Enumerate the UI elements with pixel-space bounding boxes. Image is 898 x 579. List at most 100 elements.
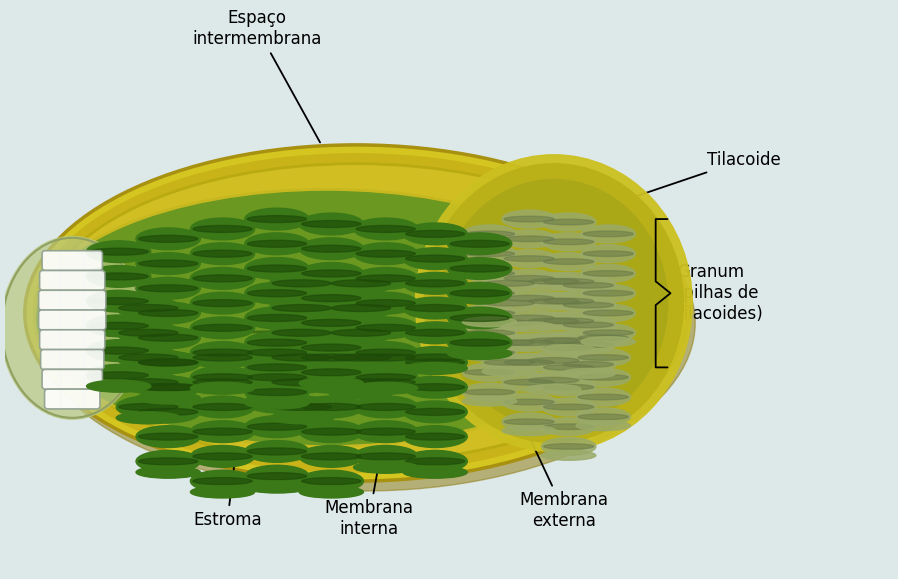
Ellipse shape — [403, 376, 467, 398]
Ellipse shape — [302, 270, 361, 277]
Ellipse shape — [502, 230, 556, 248]
Ellipse shape — [193, 324, 252, 331]
Ellipse shape — [269, 347, 334, 368]
Ellipse shape — [299, 421, 364, 442]
Ellipse shape — [543, 444, 594, 449]
Ellipse shape — [138, 260, 198, 267]
Ellipse shape — [561, 368, 616, 378]
Ellipse shape — [136, 277, 200, 299]
Ellipse shape — [247, 374, 306, 381]
Ellipse shape — [482, 294, 536, 312]
Ellipse shape — [581, 225, 636, 243]
Ellipse shape — [245, 342, 309, 364]
Ellipse shape — [299, 361, 364, 383]
Ellipse shape — [89, 248, 148, 255]
Ellipse shape — [245, 307, 309, 329]
Ellipse shape — [581, 337, 636, 347]
Ellipse shape — [464, 270, 515, 276]
Ellipse shape — [357, 225, 415, 232]
Ellipse shape — [541, 438, 596, 456]
Ellipse shape — [272, 280, 331, 287]
Ellipse shape — [190, 342, 255, 364]
Ellipse shape — [136, 426, 200, 448]
Text: Membrana
externa: Membrana externa — [519, 439, 608, 530]
Ellipse shape — [86, 340, 151, 361]
Ellipse shape — [357, 374, 415, 381]
Ellipse shape — [529, 298, 579, 304]
Ellipse shape — [190, 371, 255, 393]
Ellipse shape — [581, 245, 636, 262]
Ellipse shape — [502, 393, 556, 411]
Ellipse shape — [247, 389, 306, 395]
Ellipse shape — [245, 283, 309, 304]
Ellipse shape — [119, 404, 178, 411]
Ellipse shape — [299, 347, 364, 368]
Ellipse shape — [34, 154, 678, 472]
Ellipse shape — [329, 371, 393, 393]
Ellipse shape — [302, 245, 361, 252]
Ellipse shape — [583, 291, 633, 296]
Ellipse shape — [136, 327, 200, 349]
Ellipse shape — [136, 376, 200, 398]
Ellipse shape — [245, 233, 309, 255]
Ellipse shape — [245, 397, 309, 409]
Ellipse shape — [247, 472, 306, 479]
Ellipse shape — [563, 302, 613, 308]
Ellipse shape — [86, 380, 151, 392]
Ellipse shape — [119, 379, 178, 386]
Ellipse shape — [299, 486, 364, 498]
Ellipse shape — [357, 428, 415, 435]
Ellipse shape — [502, 210, 556, 228]
Ellipse shape — [86, 290, 151, 312]
Ellipse shape — [403, 362, 467, 375]
Ellipse shape — [450, 314, 509, 321]
Ellipse shape — [89, 323, 148, 329]
Ellipse shape — [543, 239, 594, 245]
Ellipse shape — [116, 412, 180, 424]
Ellipse shape — [581, 304, 636, 322]
Ellipse shape — [464, 350, 515, 356]
Ellipse shape — [581, 284, 636, 302]
Ellipse shape — [193, 379, 252, 386]
Text: Tilacoide: Tilacoide — [571, 151, 781, 218]
Ellipse shape — [529, 338, 579, 343]
Ellipse shape — [119, 305, 178, 312]
Ellipse shape — [247, 448, 306, 455]
Ellipse shape — [245, 208, 309, 230]
Ellipse shape — [563, 361, 613, 367]
Ellipse shape — [529, 358, 579, 363]
Ellipse shape — [541, 339, 596, 357]
Ellipse shape — [138, 334, 198, 341]
Ellipse shape — [541, 358, 596, 376]
Ellipse shape — [245, 367, 309, 388]
Ellipse shape — [447, 233, 512, 255]
Ellipse shape — [526, 273, 581, 290]
Ellipse shape — [482, 334, 536, 351]
Ellipse shape — [354, 461, 418, 473]
Ellipse shape — [484, 301, 534, 306]
Ellipse shape — [462, 396, 516, 406]
Ellipse shape — [302, 295, 361, 302]
Ellipse shape — [576, 388, 630, 406]
Ellipse shape — [541, 378, 596, 396]
Ellipse shape — [138, 359, 198, 366]
Ellipse shape — [138, 285, 198, 292]
Ellipse shape — [578, 414, 629, 420]
Ellipse shape — [190, 243, 255, 265]
Ellipse shape — [302, 354, 361, 361]
Ellipse shape — [406, 433, 465, 440]
Ellipse shape — [576, 421, 630, 431]
Ellipse shape — [302, 428, 361, 435]
Ellipse shape — [464, 251, 515, 256]
Ellipse shape — [578, 375, 629, 380]
Ellipse shape — [247, 240, 306, 247]
Ellipse shape — [583, 251, 633, 256]
Ellipse shape — [576, 329, 630, 347]
Ellipse shape — [561, 276, 616, 294]
Ellipse shape — [462, 383, 516, 401]
Ellipse shape — [403, 248, 467, 269]
Ellipse shape — [329, 297, 393, 319]
Ellipse shape — [561, 336, 616, 354]
Ellipse shape — [247, 339, 306, 346]
Ellipse shape — [89, 298, 148, 305]
